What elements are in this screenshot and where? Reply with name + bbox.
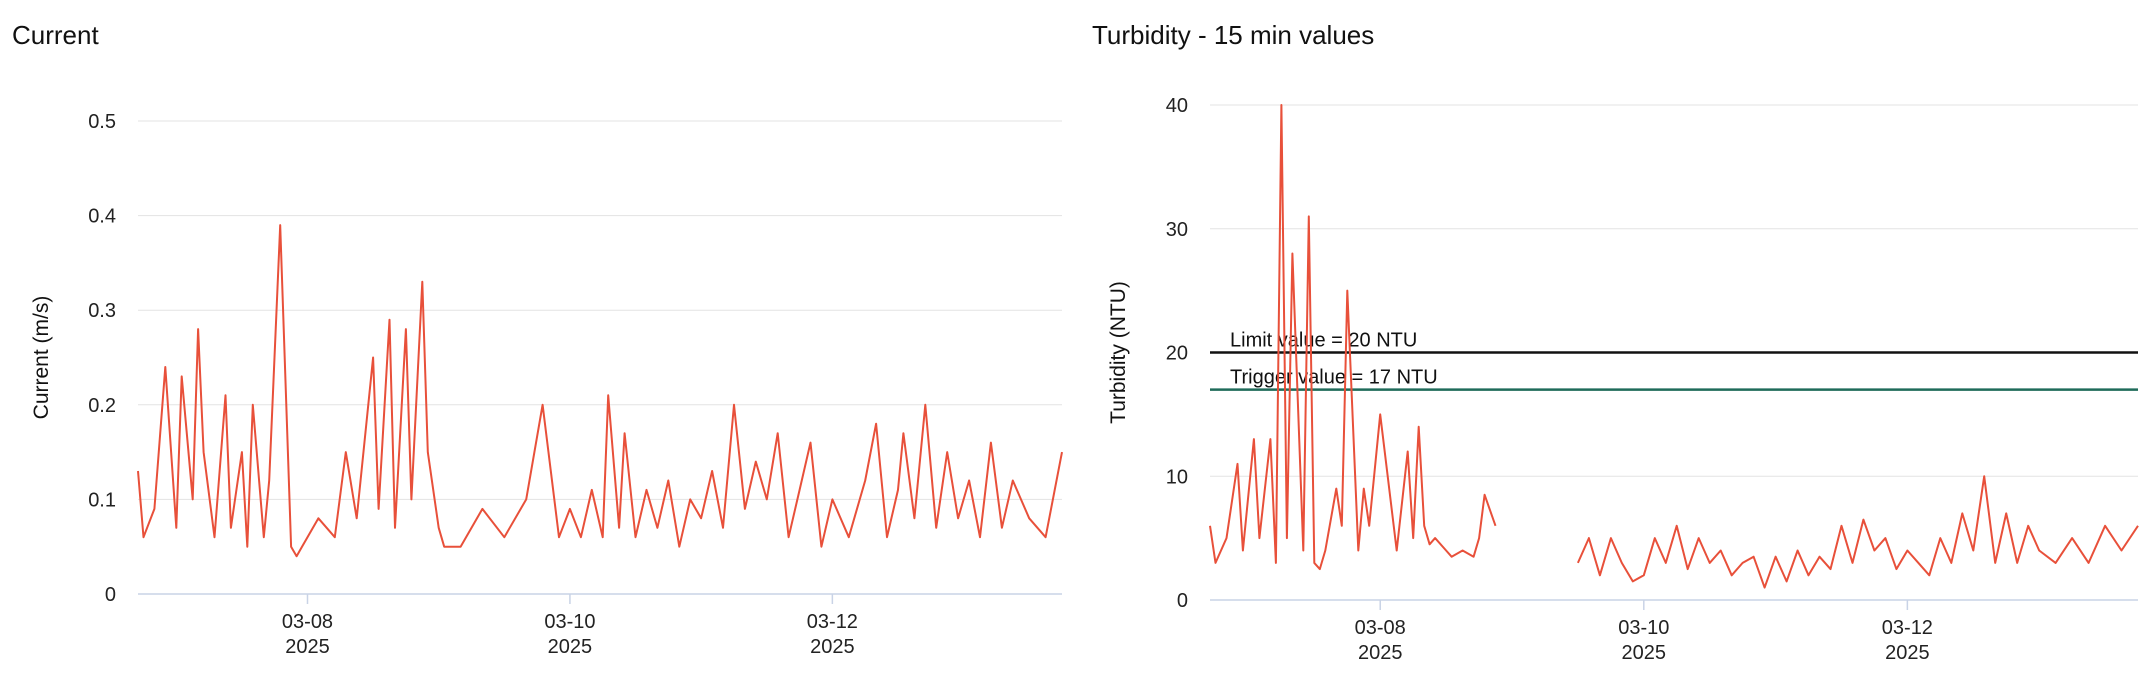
- turbidity-x-tick-label: 03-10: [1618, 617, 1669, 639]
- turbidity-x-tick-year: 2025: [1358, 642, 1403, 664]
- turbidity-x-tick-label: 03-12: [1882, 617, 1933, 639]
- turbidity-y-tick-label: 20: [1166, 343, 1188, 365]
- turbidity-reference-label-limit: Limit value = 20 NTU: [1230, 330, 1417, 352]
- current-x-tick-year: 2025: [548, 636, 593, 658]
- current-x-tick-year: 2025: [285, 636, 330, 658]
- turbidity-chart: 0 10 20 30 40 03-08 2025 03-10 2025 03-12 2025 Turb…: [1107, 95, 2139, 664]
- current-y-tick-label: 0.3: [88, 300, 116, 322]
- turbidity-x-tick-year: 2025: [1885, 642, 1930, 664]
- turbidity-chart-title: Turbidity - 15 min values: [1092, 20, 1375, 50]
- turbidity-y-tick-label: 30: [1166, 219, 1188, 241]
- turbidity-x-tick-year: 2025: [1622, 642, 1667, 664]
- turbidity-x-tick-label: 03-08: [1355, 617, 1406, 639]
- current-y-tick-label: 0.5: [88, 111, 116, 133]
- current-x-tick-year: 2025: [810, 636, 855, 658]
- current-x-tick-label: 03-12: [807, 611, 858, 633]
- current-series-line-segment: [137, 224, 1063, 558]
- turbidity-series-line-segment: [1576, 475, 2139, 589]
- current-y-axis-label: Current (m/s): [30, 296, 53, 420]
- turbidity-y-tick-label: 40: [1166, 95, 1188, 117]
- turbidity-reference-label-trigger: Trigger value = 17 NTU: [1230, 367, 1438, 389]
- turbidity-chart-panel: Turbidity - 15 min values 0 10 20 30 40 03-08…: [1070, 0, 2156, 685]
- current-y-tick-label: 0.2: [88, 395, 116, 417]
- current-y-tick-label: 0.4: [88, 206, 116, 228]
- current-y-tick-label: 0: [105, 584, 116, 606]
- turbidity-y-tick-label: 0: [1177, 590, 1188, 612]
- current-chart-title: Current: [12, 20, 99, 50]
- current-y-tick-label: 0.1: [88, 489, 116, 511]
- current-x-tick-label: 03-10: [544, 611, 595, 633]
- current-chart-panel: Current 0 0.1 0.2 0.3 0.4 0.5 03-08 2025 03-10 20…: [0, 0, 1070, 685]
- current-chart: 0 0.1 0.2 0.3 0.4 0.5 03-08 2025 03-10 2025 03-12 2…: [30, 111, 1063, 658]
- turbidity-series-line-segment: [1209, 104, 1497, 571]
- turbidity-y-tick-label: 10: [1166, 466, 1188, 488]
- turbidity-y-axis-label: Turbidity (NTU): [1107, 281, 1130, 424]
- current-x-tick-label: 03-08: [282, 611, 333, 633]
